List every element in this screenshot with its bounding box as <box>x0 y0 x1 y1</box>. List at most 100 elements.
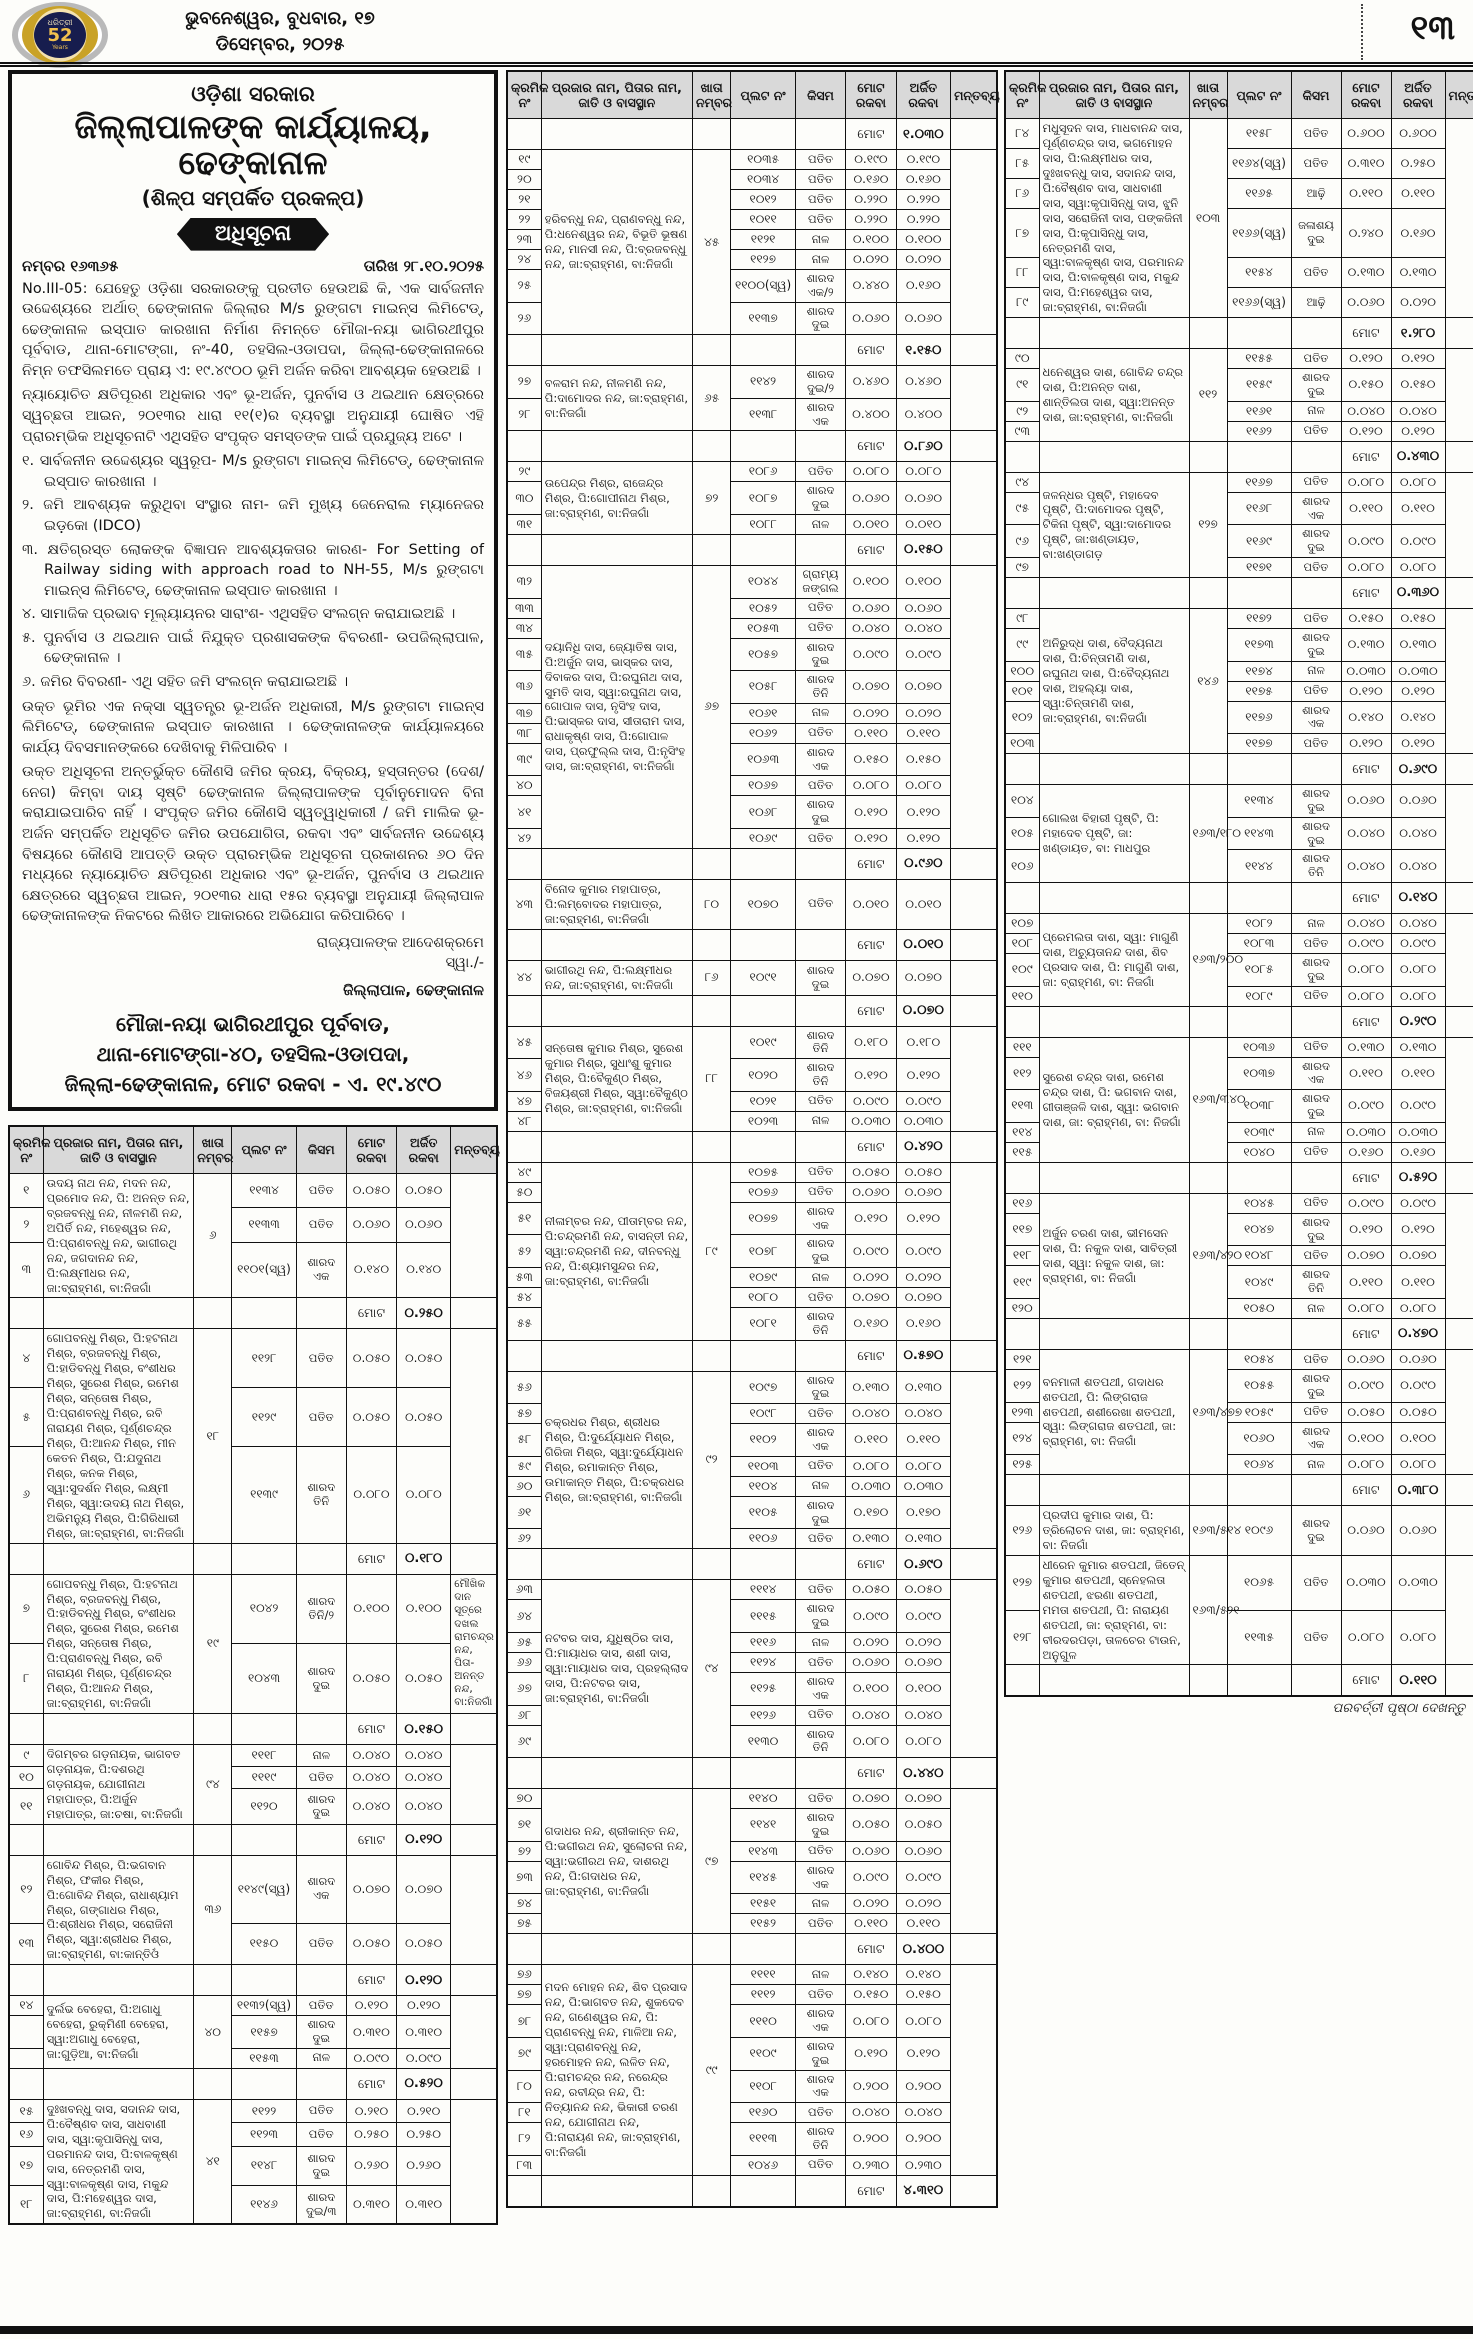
total-label: ମୋଟ <box>1340 317 1392 350</box>
table-row: ୫୧ ୧୦୭୭ ଶାରଦ ଏକ ୦.୧୨୦ ୦.୧୨୦ <box>506 1201 997 1236</box>
cell-total-area: ୦.୧୨୦ <box>1340 420 1392 442</box>
cell-total-area: ୦.୦୬୦ <box>345 1207 398 1243</box>
total-label: ମୋଟ <box>845 1130 897 1163</box>
notice-box: ଓଡ଼ିଶା ସରକାର ଜିଲ୍ଲାପାଳଙ୍କ କାର୍ଯ୍ୟାଳୟ, ଢେ… <box>8 70 498 1111</box>
cell-kisam: ପତିତ <box>1290 471 1342 493</box>
cell-kisam: ଶାରଦ ଦୁଇ <box>1290 627 1342 662</box>
cell-plot: ୧୧୩୮ <box>730 397 796 432</box>
column-2: କ୍ରମିକ ନଂ ପ୍ରଜାର ନାମ, ପିତାର ନାମ, ଜାତି ଓ ବ… <box>506 70 1000 2208</box>
cell-remark <box>450 2067 498 2100</box>
cell-kisam <box>1290 1474 1342 1507</box>
cell-serial: ୬୦ <box>506 1475 542 1497</box>
cell-acquired-area: ୦.୧୪୦ <box>1390 700 1446 735</box>
cell-serial: ୭୦ <box>506 1788 542 1810</box>
cell-serial: ୯୨ <box>1004 400 1040 422</box>
cell-plot: ୧୧୬୮ <box>1226 491 1292 526</box>
cell-acquired-area: ୦.୧୨୦ <box>1390 1212 1446 1247</box>
cell-kisam: ପତିତ <box>1290 556 1342 578</box>
total-value: ୦.୧୫୦ <box>396 1713 452 1745</box>
cell-kisam: ଶାରଦ ଦୁଇ <box>295 2146 347 2186</box>
cell-acquired-area: ୦.୧୩୦ <box>1390 627 1446 662</box>
cell-serial: ୧୦୬ <box>1004 849 1040 883</box>
cell-total-area: ୦.୧୬୦ <box>1340 1141 1392 1163</box>
cell-kisam: ଶାରଦ ତିନି <box>794 1307 847 1341</box>
cell-serial: ୧୧୮ <box>1004 1245 1040 1267</box>
cell-kisam: ଆଢ଼ି <box>1290 178 1342 210</box>
cell-kisam: ଶାରଦ ଦୁଇ <box>295 2015 347 2049</box>
cell-kisam: ପତିତ <box>1290 932 1342 954</box>
cell-plot: ୧୧୧୫ <box>730 1599 796 1633</box>
cell-khata: ୮୯ <box>691 1161 732 1341</box>
cell-plot: ୧୧୭୧ <box>1226 556 1292 578</box>
table-row: ୭୯ ୧୧୦୯ ଶାରଦ ଦୁଇ ୦.୧୨୦ ୦.୧୨୦ <box>506 2036 997 2071</box>
cell-total-area: ୦.୧୫୦ <box>845 1984 897 2006</box>
cell-serial: ୧୧୨ <box>1004 1056 1040 1091</box>
cell-khata: ୮୬ <box>691 959 732 996</box>
cell-acquired-area: ୦.୦୪୦ <box>895 1704 952 1726</box>
cell-plot: ୧୧୬୦ <box>730 2102 796 2124</box>
cell-plot <box>730 533 796 566</box>
cell-remark <box>1444 753 1473 786</box>
cell-kisam: ଶାରଦ ଦୁଇ <box>794 1234 847 1268</box>
table-row: ୩୧ ୧୦୮୮ ନାଳ ୦.୦୧୦ ୦.୦୧୦ <box>506 513 997 535</box>
cell-remark <box>450 2098 498 2225</box>
notice-item: ୩. କ୍ଷତିଗ୍ରସ୍ତ ଲୋକଙ୍କ ବିଜ୍ଞାପନ ଆବଶ୍ୟକତାର… <box>22 541 484 599</box>
cell-kisam: ଶାରଦ ଏକ <box>794 1423 847 1457</box>
cell-plot <box>1226 1664 1292 1697</box>
total-label: ମୋଟ <box>845 430 897 463</box>
cell-acquired-area: ୦.୨୫୦ <box>1390 148 1446 180</box>
table-row: ୧୭ ୧୧୪୮ ଶାରଦ ଦୁଇ ୦.୨୬୦ ୦.୨୬୦ <box>8 2146 497 2186</box>
cell-serial: ୧୧୭ <box>1004 1212 1040 1247</box>
cell-kisam: ନାଳ <box>794 1475 847 1497</box>
total-row: ମୋଟ ୦.୧୫୦ <box>8 1713 498 1745</box>
cell-acquired-area: ୦.୦୮୦ <box>1390 1454 1446 1476</box>
table-row: ୮୧ ୧୧୬୦ ପତିତ ୦.୦୪୦ ୦.୦୪୦ <box>506 2102 997 2124</box>
cell-plot: ୧୦୪୫ <box>1226 1192 1292 1214</box>
cell-owner-names: ବଳରାମ ନନ୍ଦ, ନୀଳମଣି ନନ୍ଦ, ପି:ଦାମୋଦର ନନ୍ଦ,… <box>540 365 694 432</box>
cell-plot: ୧୧୭୭ <box>1226 733 1292 755</box>
cell-kisam: ଶାରଦ ଦୁଇ <box>1290 368 1342 402</box>
table-row: ୧୨୬ ପ୍ରଦୀପ କୁମାର ଦାଶ, ପି: ତ୍ରିଲୋଚନ ଦାଶ, ଜ… <box>1004 1505 1473 1556</box>
cell-khata: ୧୬୩/୨୦୦ <box>1188 912 1243 1007</box>
notice-item: ୨. ଜମି ଆବଶ୍ୟକ କରୁଥିବା ସଂସ୍ଥାର ନାମ- ଜମି ମ… <box>22 497 484 534</box>
cell-khata <box>1188 1317 1228 1350</box>
cell-serial: ୬୮ <box>506 1704 542 1726</box>
table-row: ୪୩ ବିନୋଦ କୁମାର ମହାପାତ୍ର, ପି:ଲମ୍ବୋଦର ମହାପା… <box>506 878 998 930</box>
cell-plot <box>730 1757 796 1790</box>
cell-total-area: ୦.୦୫୦ <box>845 1808 897 1842</box>
cell-acquired-area: ୦.୦୬୦ <box>895 481 952 515</box>
cell-total-area: ୦.୧୫୦ <box>1340 368 1392 402</box>
cell-plot: ୧୦୮୩ <box>1226 932 1292 954</box>
cell-plot: ୧୧୦୬ <box>730 1528 796 1550</box>
cell-remark <box>950 1757 998 1790</box>
notice-date: ତାରିଖ ୨୮.୧୦.୨୦୨୫ <box>363 256 484 275</box>
cell-serial: ୧୩ <box>8 1922 44 1966</box>
cell-acquired-area: ୦.୦୫୦ <box>895 1808 952 1842</box>
table-row: ୧୫ ଦୁଃଖବନ୍ଧୁ ଦାସ, ସଦାନନ୍ଦ ଦାସ, ପି:ବୈଷ୍ଣବ … <box>8 2098 498 2225</box>
cell-owner-names: ଧନେଶ୍ୱର ଦାଶ, ଗୋବିନ୍ଦ ଚନ୍ଦ୍ର ଦାଶ, ପି:ଅନନ୍… <box>1038 348 1190 442</box>
mouza-footer-line: ଥାନା-ମୋଟଙ୍ଗା-୪୦, ତହସିଲ-ଓଡାପଦା, <box>96 1041 410 1066</box>
cell-plot: ୧୦୪୪ <box>730 564 796 599</box>
cell-total-area: ୦.୦୮୦ <box>1340 985 1392 1007</box>
cell-name <box>540 118 694 150</box>
total-row: ମୋଟ ୦.୧୨୦ <box>8 1964 498 1997</box>
cell-khata: ୧୪୬ <box>1188 607 1228 755</box>
cell-acquired-area: ୦.୧୩୦ <box>1390 257 1446 289</box>
total-row: ମୋଟ ୦.୧୨୦ <box>8 1823 498 1856</box>
column-header: ମନ୍ତବ୍ୟ <box>1444 70 1473 119</box>
cell-acquired-area: ୦.୦୬୦ <box>895 1181 952 1203</box>
cell-plot: ୧୦୪୬ <box>730 2154 796 2176</box>
cell-kisam: ପତିତ <box>794 1455 847 1477</box>
table-row: ୧୨୩ ୧୦୫୯ ପତିତ ୦.୦୫୦ ୦.୦୫୦ <box>1004 1401 1473 1423</box>
cell-total-area: ୦.୦୬୦ <box>845 597 897 619</box>
cell-khata: ୧୬୩/୪୭୭ <box>1188 1348 1242 1476</box>
cell-kisam: ଶାରଦ ଦୁଇ <box>794 1370 847 1405</box>
cell-kisam: ଶାରଦ ଦୁଇ <box>1290 1212 1342 1247</box>
cell-serial: ୧୨୮ <box>1004 1609 1040 1666</box>
cell-kisam: ନାଳ <box>794 1267 847 1288</box>
table-row: ୩୫ ୧୦୫୭ ଶାରଦ ଦୁଇ ୦.୦୯୦ ୦.୦୯୦ <box>506 637 997 672</box>
cell-sl <box>8 1297 44 1330</box>
cell-kisam: ଶାରଦ ଏକ <box>295 1241 347 1299</box>
cell-acquired-area: ୦.୦୪୦ <box>1390 849 1446 883</box>
cell-owner-names: ନଟବର ଦାସ, ଯୁଧିଷ୍ଠିର ଦାସ, ପି:ମାୟାଧର ଦାସ, … <box>540 1579 694 1759</box>
